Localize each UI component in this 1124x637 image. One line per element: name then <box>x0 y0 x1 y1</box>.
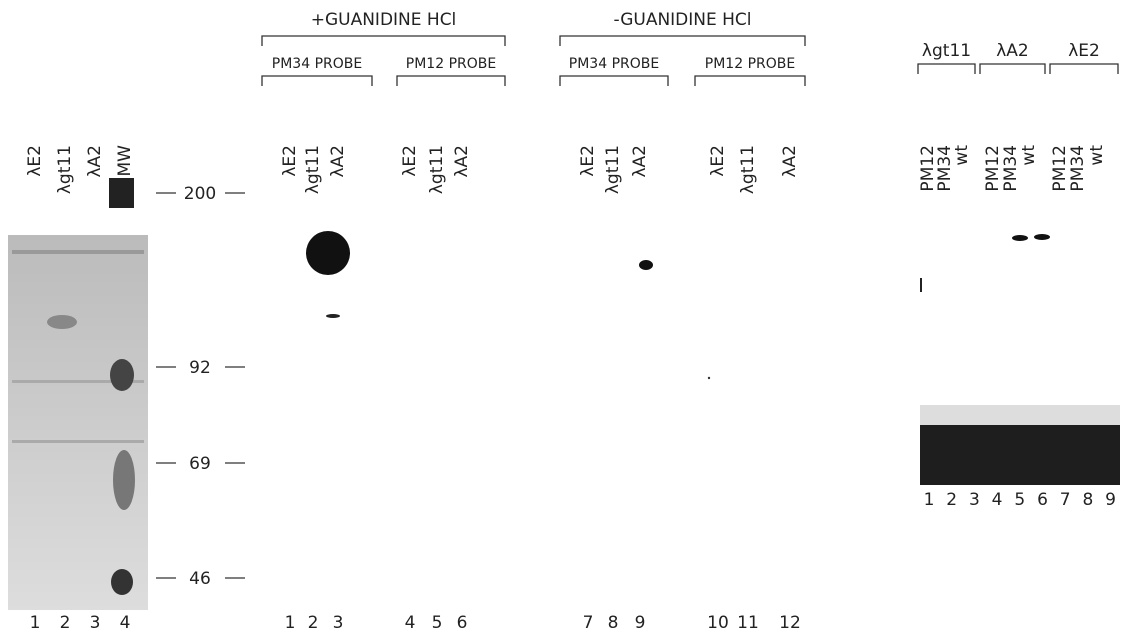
lane-label: wt <box>1019 145 1039 166</box>
bracket <box>980 64 1045 74</box>
lane-label: λgt11 <box>738 145 758 194</box>
lane-number: 2 <box>308 613 319 633</box>
probe-label: PM12 PROBE <box>705 56 795 72</box>
lane-label: PM12 <box>983 145 1003 192</box>
lane-number: 6 <box>1037 490 1048 510</box>
marker-label: 200 <box>184 184 216 204</box>
lane-number: 5 <box>1014 490 1025 510</box>
marker-label: 92 <box>189 358 211 378</box>
group-label: λgt11 <box>922 41 971 61</box>
lane-number: 2 <box>60 613 71 633</box>
lane-number: 7 <box>583 613 594 633</box>
lane-number: 9 <box>635 613 646 633</box>
blot-spots <box>306 231 1120 485</box>
bracket <box>397 76 505 86</box>
bracket <box>262 76 372 86</box>
lane-label: λgt11 <box>303 145 323 194</box>
lane-label: λA2 <box>328 145 348 178</box>
bracket <box>262 36 505 46</box>
lane-label: λE2 <box>25 145 45 177</box>
lane-label: λgt11 <box>603 145 623 194</box>
lane-label: λE2 <box>578 145 598 177</box>
probe-label: PM34 PROBE <box>569 56 659 72</box>
lane-label: λA2 <box>452 145 472 178</box>
lane-label: PM12 <box>1050 145 1070 192</box>
bracket <box>1050 64 1118 74</box>
lane-number: 7 <box>1060 490 1071 510</box>
lane-number: 4 <box>120 613 131 633</box>
lane-label: PM34 <box>1068 145 1088 192</box>
lane-label: λgt11 <box>55 145 75 194</box>
marker-label: 46 <box>189 569 211 589</box>
lane-number: 8 <box>608 613 619 633</box>
probe-label: PM12 PROBE <box>406 56 496 72</box>
lane-label: λA2 <box>630 145 650 178</box>
group-label: λA2 <box>996 41 1029 61</box>
group-label: λE2 <box>1068 41 1100 61</box>
lane-label: MW <box>115 145 135 177</box>
lane-number: 4 <box>405 613 416 633</box>
lane-number: 1 <box>924 490 935 510</box>
group-title: +GUANIDINE HCl <box>311 10 457 30</box>
lane-label: λE2 <box>280 145 300 177</box>
lane-label: λA2 <box>780 145 800 178</box>
bracket <box>695 76 805 86</box>
marker-label: 69 <box>189 454 211 474</box>
lane-number: 1 <box>30 613 41 633</box>
bracket <box>918 64 975 74</box>
lane-label: λE2 <box>400 145 420 177</box>
lane-number: 6 <box>457 613 468 633</box>
lane-number: 1 <box>285 613 296 633</box>
lane-number: 10 <box>707 613 729 633</box>
bracket <box>560 36 805 46</box>
bracket <box>560 76 668 86</box>
lane-label: λgt11 <box>427 145 447 194</box>
probe-label: PM34 PROBE <box>272 56 362 72</box>
lane-number: 3 <box>969 490 980 510</box>
lane-number: 2 <box>946 490 957 510</box>
figure: λE2λgt11λA2MW1234200926946+GUANIDINE HCl… <box>0 0 1124 633</box>
lane-label: wt <box>952 145 972 166</box>
group-title: -GUANIDINE HCl <box>613 10 751 30</box>
lane-number: 3 <box>90 613 101 633</box>
lane-label: PM34 <box>1001 145 1021 192</box>
lane-number: 3 <box>333 613 344 633</box>
lane-number: 11 <box>737 613 759 633</box>
lane-number: 9 <box>1105 490 1116 510</box>
lane-number: 5 <box>432 613 443 633</box>
lane-label: wt <box>1087 145 1107 166</box>
lane-number: 4 <box>992 490 1003 510</box>
lane-label: λA2 <box>85 145 105 178</box>
lane-number: 12 <box>779 613 801 633</box>
lane-label: λE2 <box>708 145 728 177</box>
gel-a <box>8 178 148 610</box>
lane-number: 8 <box>1082 490 1093 510</box>
